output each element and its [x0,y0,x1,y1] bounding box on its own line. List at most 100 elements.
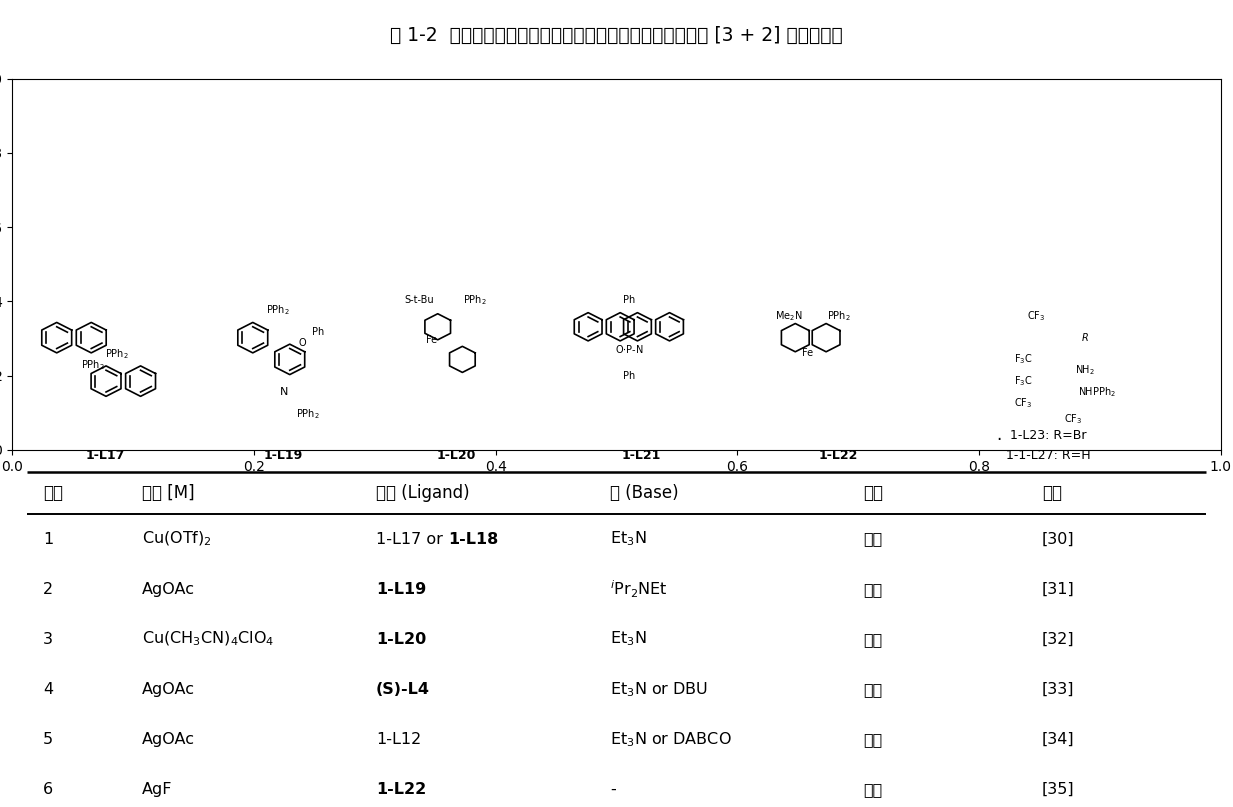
Text: [31]: [31] [1042,582,1075,596]
Text: H: H [673,194,682,203]
Text: 4: 4 [43,682,53,696]
Text: Base: Base [565,176,594,190]
Text: N: N [747,160,757,174]
Text: 编号: 编号 [43,484,63,502]
Text: Ph: Ph [623,370,635,381]
FancyArrowPatch shape [533,157,624,167]
Text: 1-L19: 1-L19 [376,582,427,596]
Text: Et$_3$N or DABCO: Et$_3$N or DABCO [610,730,732,749]
Text: H: H [761,174,768,184]
Text: CF$_3$: CF$_3$ [1064,412,1081,426]
Text: N: N [952,186,961,199]
Text: $R^1$: $R^1$ [941,171,956,188]
Text: Ph: Ph [623,295,635,304]
Text: $R^3$: $R^3$ [820,171,835,188]
Text: +: + [323,153,343,173]
Text: AgOAc: AgOAc [142,732,195,746]
Text: Cu(OTf)$_2$: Cu(OTf)$_2$ [142,530,212,548]
Text: S-t-Bu: S-t-Bu [404,295,434,304]
Text: 1-L17: 1-L17 [85,449,125,462]
Text: 1-L19: 1-L19 [264,449,303,462]
Text: 1-L20: 1-L20 [376,632,427,646]
Text: PPh$_2$: PPh$_2$ [80,358,105,372]
Text: R: R [1081,332,1089,343]
Text: .: . [996,426,1001,445]
Text: 内型: 内型 [863,782,883,797]
Text: CO$_2R^2$: CO$_2R^2$ [751,204,788,223]
Text: 2: 2 [43,582,53,596]
Text: -: - [610,782,616,797]
Text: $R^1$: $R^1$ [670,171,684,188]
Text: [35]: [35] [1042,782,1074,797]
Text: 外型: 外型 [863,532,883,546]
Text: N: N [280,387,287,397]
Text: Fe: Fe [425,335,438,345]
Text: Ph: Ph [312,327,324,337]
Text: O: O [396,111,406,123]
Text: 金属 [M]: 金属 [M] [142,484,195,502]
Text: O: O [991,106,1000,119]
Text: 1-L21: 1-L21 [621,449,661,462]
Text: 产物: 产物 [863,484,883,502]
Text: [30]: [30] [1042,532,1074,546]
Text: O: O [776,106,784,119]
Text: AgOAc: AgOAc [142,582,195,596]
Text: PPh$_2$: PPh$_2$ [462,293,487,307]
Text: 1-L12: 1-L12 [376,732,422,746]
Text: PPh$_2$: PPh$_2$ [265,303,290,317]
Text: 3: 3 [43,632,53,646]
Text: 外型: 外型 [863,582,883,596]
Text: 1-L22: 1-L22 [376,782,427,797]
Text: R: R [766,153,773,166]
Text: Et$_3$N: Et$_3$N [610,629,647,649]
Text: N: N [1018,160,1028,174]
Text: O: O [720,106,729,119]
Text: O: O [1047,106,1055,119]
Text: Et$_3$N: Et$_3$N [610,529,647,549]
Text: [33]: [33] [1042,682,1074,696]
Text: 1-L22: 1-L22 [819,449,858,462]
Text: 文献: 文献 [1042,484,1062,502]
Text: 碱 (Base): 碱 (Base) [610,484,679,502]
Text: 1-L18: 1-L18 [448,532,498,546]
Text: 6: 6 [43,782,53,797]
Text: $^i$Pr$_2$NEt: $^i$Pr$_2$NEt [610,579,668,600]
Text: AgOAc: AgOAc [142,682,195,696]
Text: PPh$_2$: PPh$_2$ [296,407,321,420]
Text: NHPPh$_2$: NHPPh$_2$ [1079,385,1116,399]
Text: Et$_3$N or DBU: Et$_3$N or DBU [610,679,709,699]
Text: N: N [427,207,436,221]
Text: CO$_2R^2$: CO$_2R^2$ [274,148,313,166]
Text: R: R [1037,153,1044,166]
Text: 5: 5 [43,732,53,746]
Text: CF$_3$: CF$_3$ [1027,309,1044,323]
Text: (S)-L4: (S)-L4 [376,682,430,696]
Text: [34]: [34] [1042,732,1074,746]
Text: PPh$_2$: PPh$_2$ [105,347,129,361]
Text: 内型: 内型 [863,632,883,646]
Text: CF$_3$: CF$_3$ [1015,396,1032,410]
Text: R: R [428,222,435,235]
Text: Fe: Fe [801,348,814,358]
Text: [32]: [32] [1042,632,1074,646]
Text: $R^1$: $R^1$ [90,143,107,160]
Text: N: N [182,156,192,169]
Text: 1-L17 or: 1-L17 or [376,532,448,546]
Text: NH$_2$: NH$_2$ [1075,363,1095,377]
Text: exo: exo [1022,218,1049,232]
Text: O: O [298,338,306,348]
Text: N: N [681,186,689,199]
Text: 内型: 内型 [863,732,883,746]
Text: H: H [944,194,953,203]
Text: 1: 1 [43,532,53,546]
Text: [M], Ligand: [M], Ligand [546,133,613,146]
Text: 1-L23: R=Br: 1-L23: R=Br [1010,429,1086,442]
Text: $R^3$: $R^3$ [1091,171,1106,188]
Text: O$\cdot$P-N: O$\cdot$P-N [614,342,644,354]
Text: F$_3$C: F$_3$C [1014,374,1033,388]
Text: 表 1-2  路易斯酸催化的亚甲胺叶立德与马来酰亚胺的不对称 [3 + 2] 环加成反应: 表 1-2 路易斯酸催化的亚甲胺叶立德与马来酰亚胺的不对称 [3 + 2] 环加… [390,26,843,45]
Text: +: + [884,153,904,173]
Text: Me$_2$N: Me$_2$N [776,309,803,323]
Text: 1-1-L27: R=H: 1-1-L27: R=H [1006,449,1090,462]
Text: 1-L20: 1-L20 [436,449,476,462]
